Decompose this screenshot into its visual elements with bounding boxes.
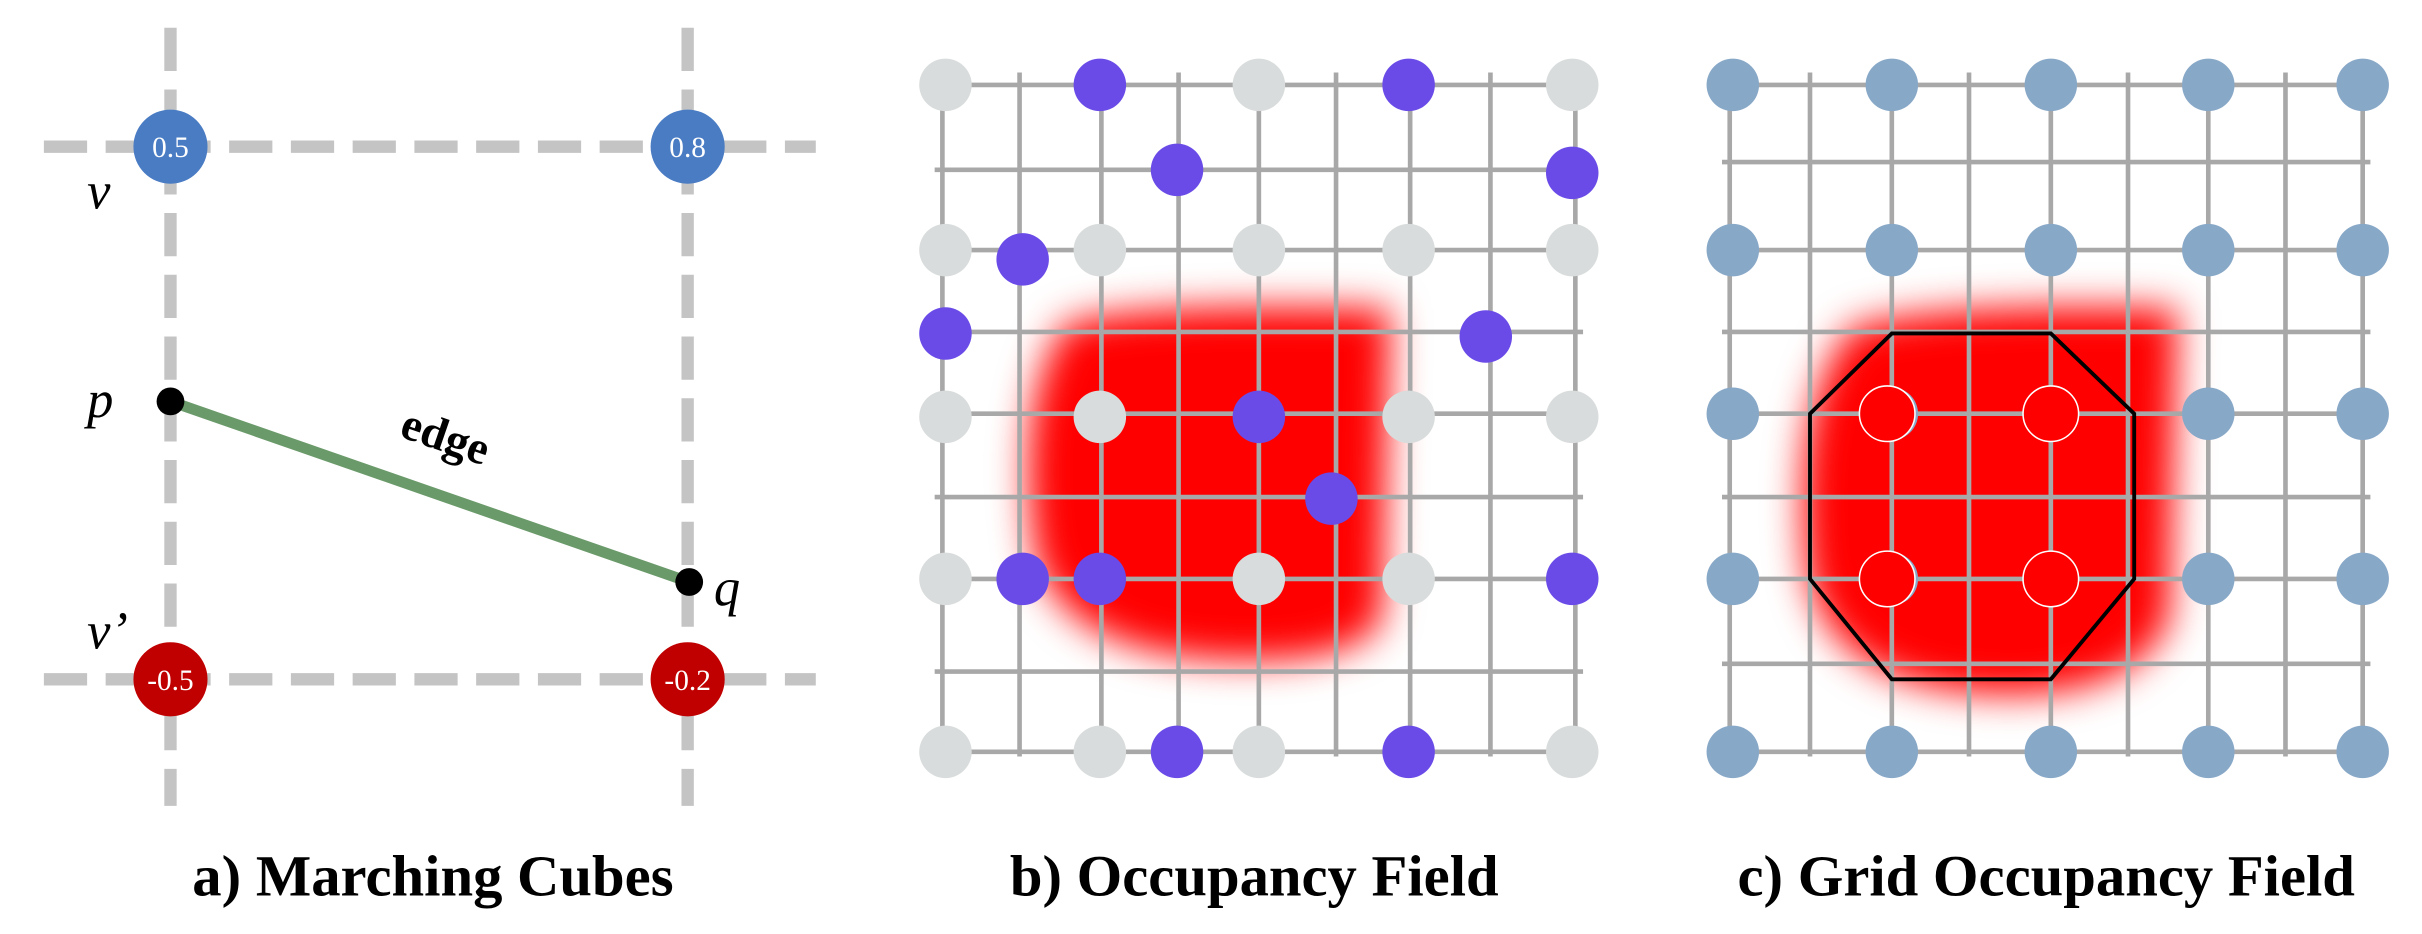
sample-point — [1546, 223, 1599, 277]
node — [650, 109, 725, 184]
occupied-node — [2022, 550, 2080, 608]
grid-node — [1706, 387, 1760, 440]
sample-point — [1073, 223, 1127, 277]
sample-point — [1305, 472, 1358, 525]
grid-node — [1706, 552, 1760, 606]
grid-node — [2182, 725, 2235, 779]
grid-node — [2182, 552, 2235, 606]
sample-point — [1382, 390, 1435, 444]
label: q — [714, 559, 740, 617]
sample-point — [919, 58, 972, 112]
grid-node — [2336, 58, 2389, 112]
samples — [919, 58, 1599, 779]
sample-point — [919, 725, 972, 779]
sample-point — [1546, 58, 1599, 112]
occupied-node — [2022, 385, 2080, 443]
panel-a: 0.5 0.8 -0.5 -0.2 v p q v’ edge a) March… — [43, 27, 816, 908]
grid-node — [1706, 223, 1760, 277]
sample-point — [1232, 223, 1286, 277]
sample-point — [1232, 552, 1286, 606]
sample-point — [919, 390, 972, 444]
grid-node — [2336, 725, 2389, 779]
grid-node — [2024, 58, 2078, 112]
sample-point — [996, 552, 1049, 606]
sample-point — [919, 307, 972, 360]
label: p — [83, 371, 113, 429]
node — [650, 642, 725, 717]
sample-point — [919, 223, 972, 277]
occupied-node — [1858, 385, 1916, 443]
grid-node — [1706, 725, 1760, 779]
sample-point — [1073, 390, 1127, 444]
node-value: 0.8 — [669, 132, 706, 164]
sample-point — [1232, 390, 1286, 444]
caption: c) Grid Occupancy Field — [1737, 843, 2354, 908]
grid-node — [2336, 552, 2389, 606]
sample-point — [1459, 310, 1513, 363]
sample-point — [1150, 143, 1204, 197]
grid-node — [1865, 725, 1919, 779]
caption: a) Marching Cubes — [192, 843, 673, 908]
point — [675, 568, 704, 596]
grid-node — [2182, 387, 2235, 440]
sample-point — [1546, 552, 1599, 606]
sample-point — [1073, 725, 1127, 779]
sample-point — [1232, 725, 1286, 779]
sample-point — [1546, 146, 1599, 200]
sample-point — [996, 233, 1049, 286]
node — [133, 109, 208, 184]
grid-node — [2336, 387, 2389, 440]
grid-node — [1865, 58, 1919, 112]
sample-point — [1232, 58, 1286, 112]
edge-label: edge — [395, 398, 497, 476]
sample-point — [1382, 552, 1435, 606]
sample-point — [1382, 223, 1435, 277]
panel-b: b) Occupancy Field — [919, 58, 1599, 908]
label: v — [87, 162, 111, 220]
node-value: 0.5 — [152, 132, 189, 164]
grid-node — [1865, 223, 1919, 277]
occupied-node — [1858, 550, 1916, 608]
sample-point — [1546, 725, 1599, 779]
point — [156, 387, 185, 416]
grid-node — [2024, 725, 2078, 779]
sample-point — [1073, 552, 1127, 606]
sample-point — [1546, 390, 1599, 444]
grid-node — [2024, 223, 2078, 277]
caption: b) Occupancy Field — [1010, 843, 1499, 908]
sample-point — [1382, 58, 1435, 112]
grid-node — [1706, 58, 1760, 112]
grid-node — [2336, 223, 2389, 277]
node-value: -0.2 — [664, 665, 710, 697]
surface-outline — [1808, 331, 2137, 682]
sample-point — [1150, 725, 1204, 779]
grid-node — [2182, 223, 2235, 277]
sample-point — [919, 552, 972, 606]
panel-c: c) Grid Occupancy Field — [1706, 58, 2389, 908]
grid-node — [2182, 58, 2235, 112]
node-value: -0.5 — [147, 665, 193, 697]
edge-line — [168, 396, 691, 588]
node — [133, 642, 208, 717]
label: v’ — [87, 602, 128, 660]
sample-point — [1382, 725, 1435, 779]
sample-point — [1073, 58, 1127, 112]
grid-nodes — [1706, 58, 2389, 779]
